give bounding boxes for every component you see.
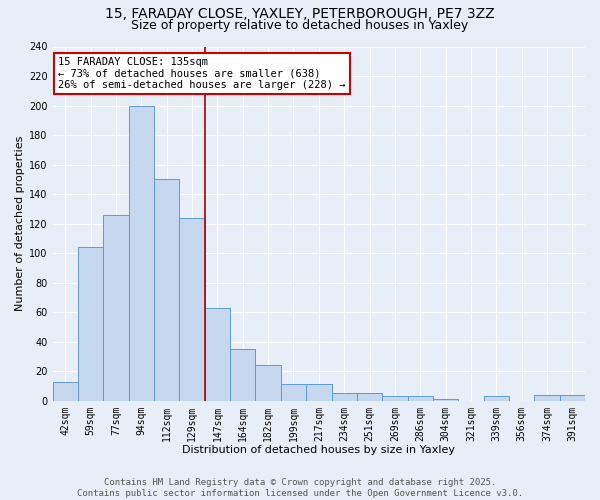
- Bar: [332, 394, 357, 400]
- X-axis label: Distribution of detached houses by size in Yaxley: Distribution of detached houses by size …: [182, 445, 455, 455]
- Bar: [484, 396, 509, 400]
- Bar: [433, 399, 458, 400]
- Bar: [382, 396, 407, 400]
- Text: 15 FARADAY CLOSE: 135sqm
← 73% of detached houses are smaller (638)
26% of semi-: 15 FARADAY CLOSE: 135sqm ← 73% of detach…: [58, 57, 346, 90]
- Bar: [103, 215, 129, 400]
- Bar: [154, 180, 179, 400]
- Bar: [53, 382, 78, 400]
- Bar: [230, 349, 256, 401]
- Text: 15, FARADAY CLOSE, YAXLEY, PETERBOROUGH, PE7 3ZZ: 15, FARADAY CLOSE, YAXLEY, PETERBOROUGH,…: [105, 8, 495, 22]
- Bar: [205, 308, 230, 400]
- Bar: [407, 396, 433, 400]
- Bar: [179, 218, 205, 400]
- Bar: [535, 395, 560, 400]
- Bar: [281, 384, 306, 400]
- Bar: [256, 366, 281, 400]
- Text: Contains HM Land Registry data © Crown copyright and database right 2025.
Contai: Contains HM Land Registry data © Crown c…: [77, 478, 523, 498]
- Bar: [306, 384, 332, 400]
- Bar: [560, 395, 585, 400]
- Y-axis label: Number of detached properties: Number of detached properties: [15, 136, 25, 312]
- Bar: [129, 106, 154, 401]
- Bar: [357, 394, 382, 400]
- Bar: [78, 247, 103, 400]
- Text: Size of property relative to detached houses in Yaxley: Size of property relative to detached ho…: [131, 18, 469, 32]
